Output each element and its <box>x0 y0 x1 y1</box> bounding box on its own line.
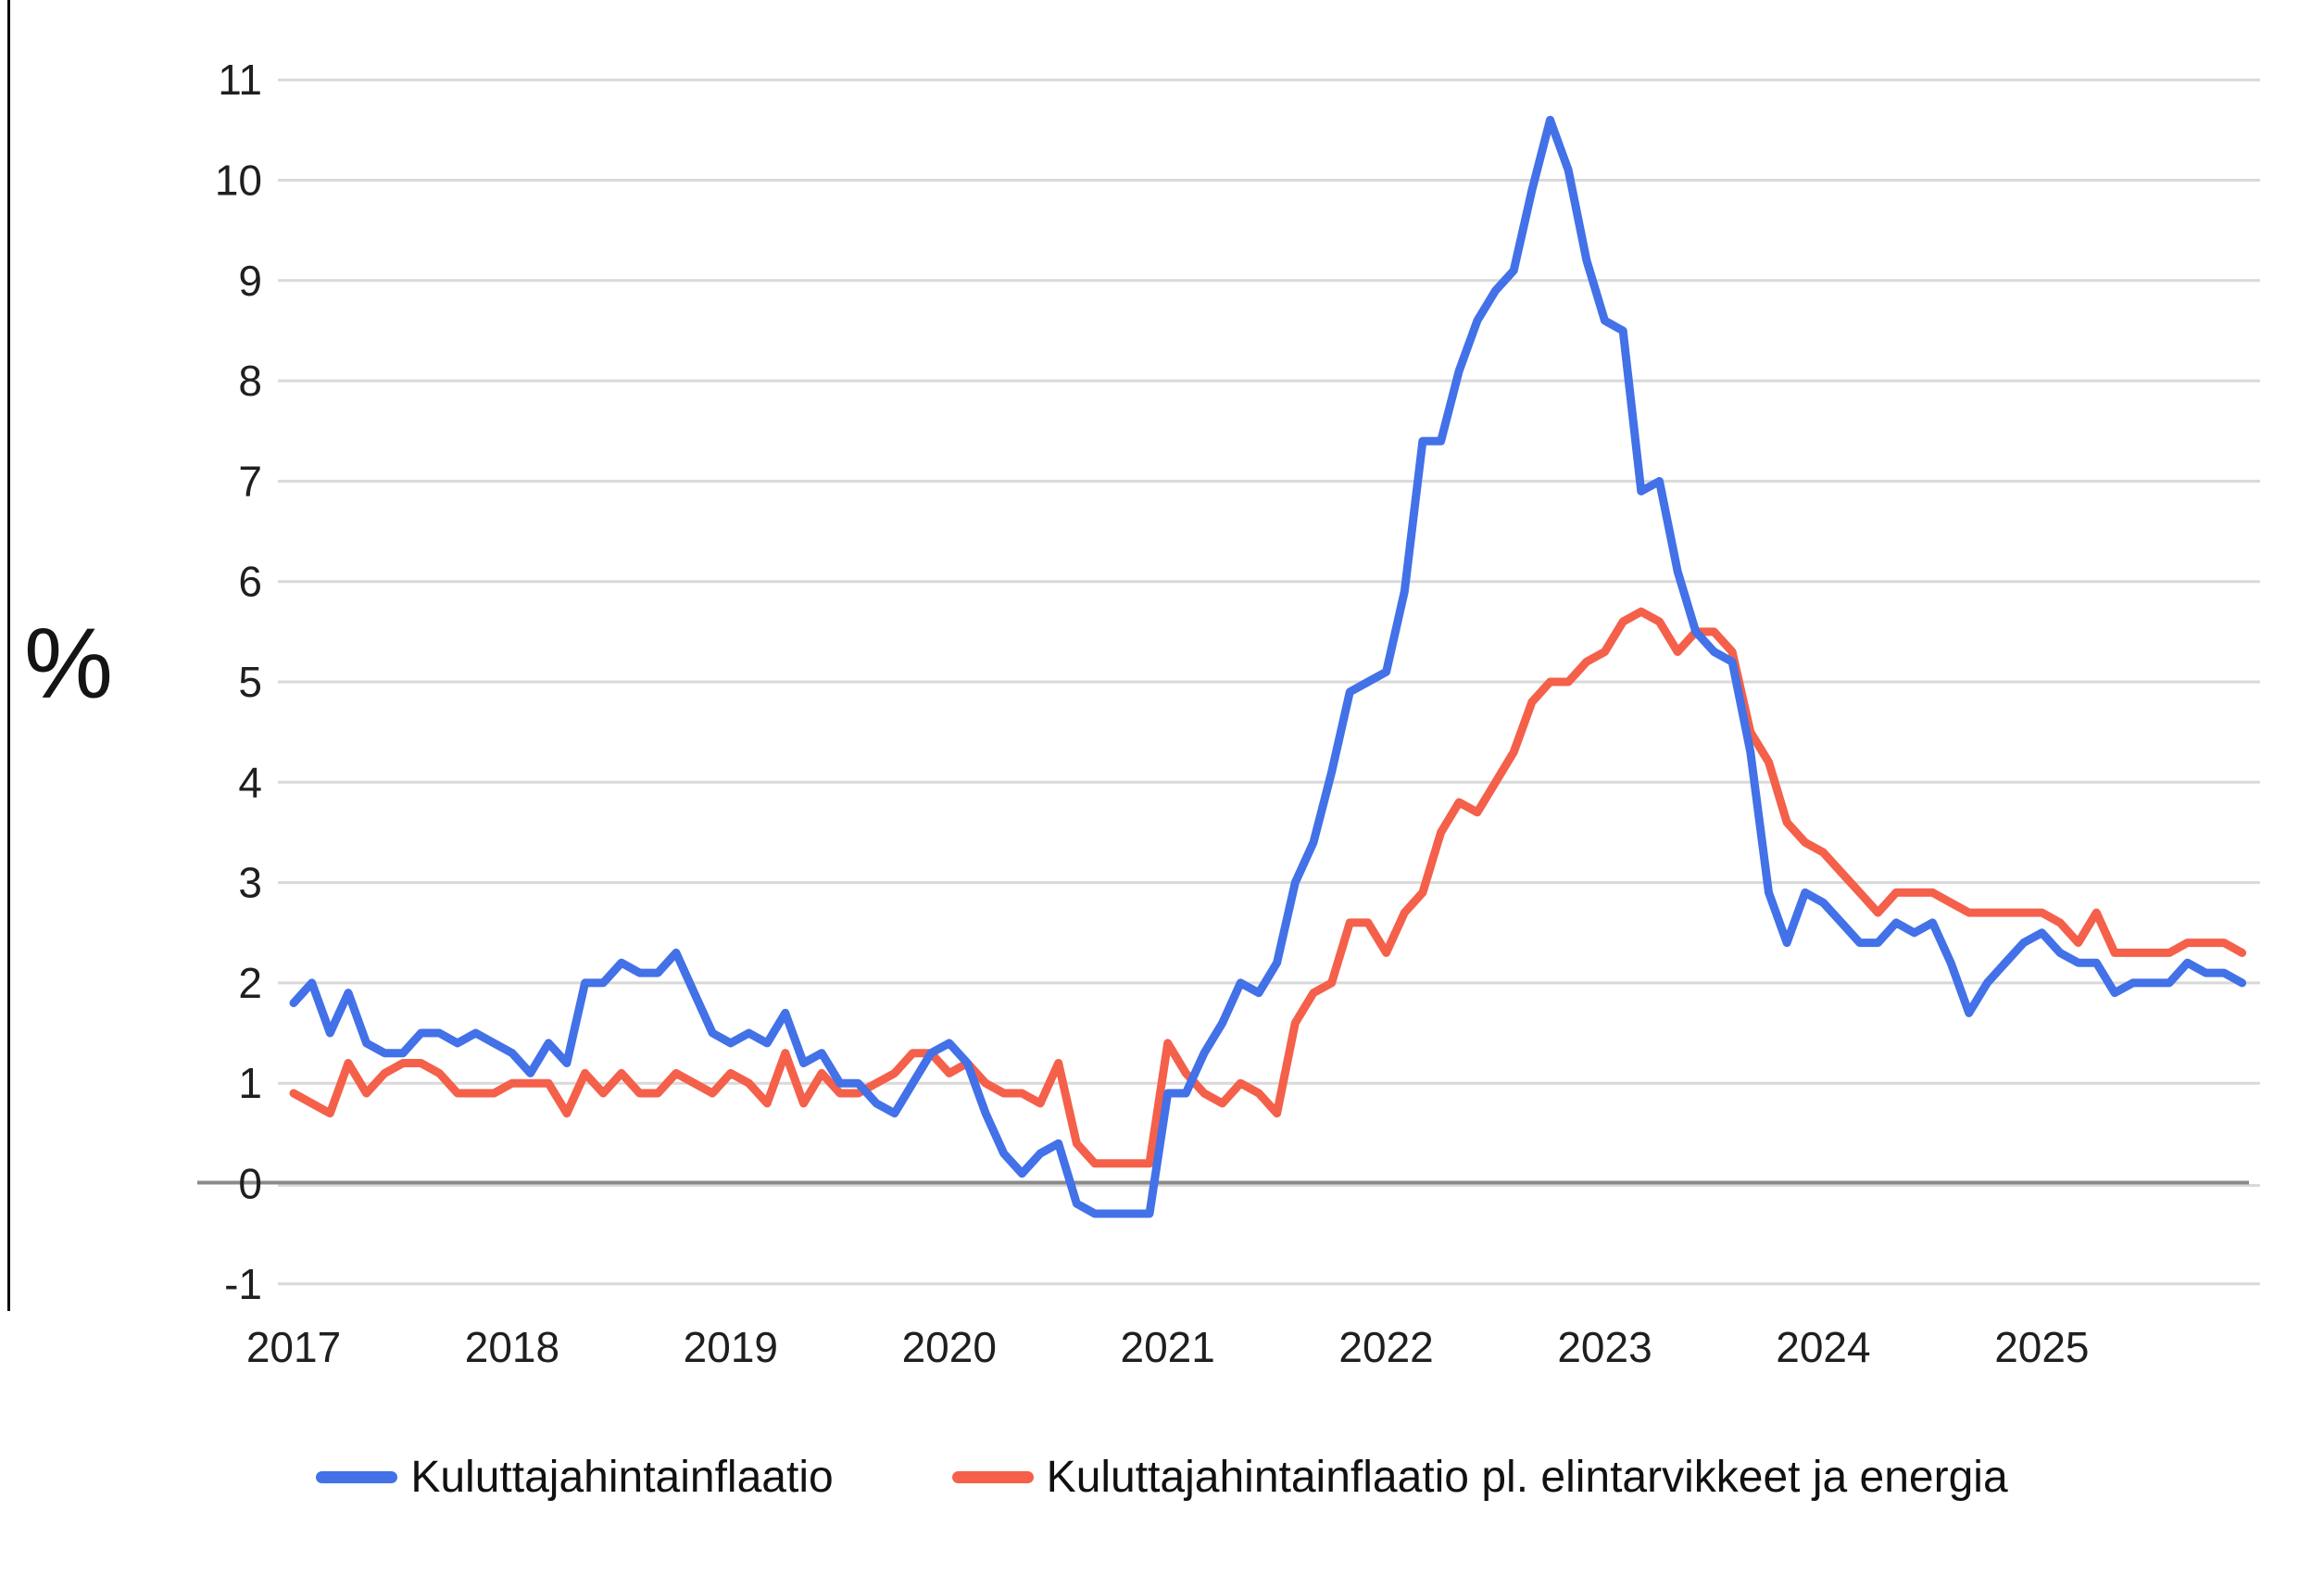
legend-swatch-core <box>951 1470 1034 1483</box>
headline-inflation-line <box>289 116 2247 1218</box>
core-inflation-line <box>289 607 2247 1168</box>
y-tick-label-4: 4 <box>238 758 262 806</box>
x-tick-label-2020: 2020 <box>902 1323 997 1371</box>
y-tick-label-2: 2 <box>238 959 262 1007</box>
y-tick-label-6: 6 <box>238 558 262 606</box>
y-tick-label-9: 9 <box>238 257 262 305</box>
y-axis-title: % <box>24 607 114 719</box>
x-tick-label-2017: 2017 <box>246 1323 341 1371</box>
legend-item-core: Kuluttajahintainflaatio pl. elintarvikke… <box>951 1452 2008 1503</box>
y-tick-label--1: -1 <box>224 1260 262 1308</box>
legend-label-headline: Kuluttajahintainflaatio <box>410 1452 834 1502</box>
x-tick-label-2024: 2024 <box>1776 1323 1870 1371</box>
legend-swatch-headline <box>316 1470 398 1483</box>
x-tick-label-2018: 2018 <box>465 1323 559 1371</box>
y-tick-label-10: 10 <box>215 157 262 205</box>
x-tick-label-2025: 2025 <box>1994 1323 2089 1371</box>
x-tick-label-2022: 2022 <box>1338 1323 1433 1371</box>
x-tick-label-2019: 2019 <box>684 1323 778 1371</box>
y-tick-label-1: 1 <box>238 1059 262 1107</box>
x-tick-label-2023: 2023 <box>1557 1323 1652 1371</box>
window-left-border <box>7 0 10 1311</box>
legend: Kuluttajahintainflaatio Kuluttajahintain… <box>0 1438 2324 1516</box>
y-tick-label-11: 11 <box>218 56 262 104</box>
legend-label-core: Kuluttajahintainflaatio pl. elintarvikke… <box>1046 1452 2008 1502</box>
y-tick-label-8: 8 <box>238 357 262 405</box>
x-tick-label-2021: 2021 <box>1121 1323 1215 1371</box>
legend-item-headline: Kuluttajahintainflaatio <box>316 1452 834 1503</box>
y-tick-label-5: 5 <box>238 658 262 706</box>
y-tick-label-7: 7 <box>238 457 262 505</box>
y-tick-label-3: 3 <box>238 859 262 907</box>
y-tick-label-0: 0 <box>238 1160 262 1208</box>
